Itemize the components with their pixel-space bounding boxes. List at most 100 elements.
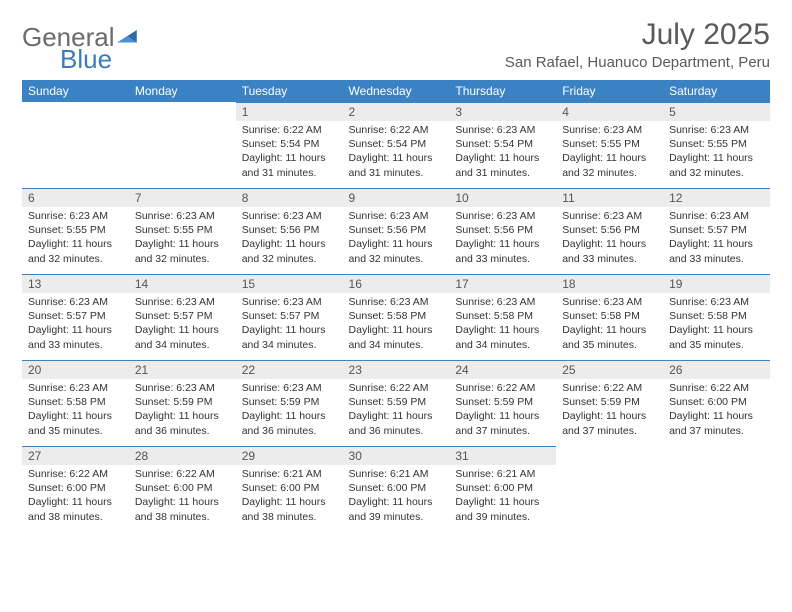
calendar-day-cell: 27Sunrise: 6:22 AMSunset: 6:00 PMDayligh…: [22, 446, 129, 532]
calendar-day-cell: 29Sunrise: 6:21 AMSunset: 6:00 PMDayligh…: [236, 446, 343, 532]
weekday-header: Sunday: [22, 80, 129, 102]
calendar-day-cell: 7Sunrise: 6:23 AMSunset: 5:55 PMDaylight…: [129, 188, 236, 274]
day-content: Sunrise: 6:23 AMSunset: 5:58 PMDaylight:…: [22, 379, 129, 442]
month-title: July 2025: [505, 18, 770, 52]
day-content: Sunrise: 6:22 AMSunset: 5:54 PMDaylight:…: [236, 121, 343, 184]
calendar-week-row: 6Sunrise: 6:23 AMSunset: 5:55 PMDaylight…: [22, 188, 770, 274]
day-content: Sunrise: 6:22 AMSunset: 6:00 PMDaylight:…: [22, 465, 129, 528]
day-content: Sunrise: 6:23 AMSunset: 5:58 PMDaylight:…: [556, 293, 663, 356]
calendar-day-cell: 28Sunrise: 6:22 AMSunset: 6:00 PMDayligh…: [129, 446, 236, 532]
calendar-day-cell: 22Sunrise: 6:23 AMSunset: 5:59 PMDayligh…: [236, 360, 343, 446]
day-content: Sunrise: 6:23 AMSunset: 5:58 PMDaylight:…: [343, 293, 450, 356]
day-content: Sunrise: 6:22 AMSunset: 6:00 PMDaylight:…: [129, 465, 236, 528]
day-content: Sunrise: 6:23 AMSunset: 5:58 PMDaylight:…: [663, 293, 770, 356]
day-content: Sunrise: 6:23 AMSunset: 5:56 PMDaylight:…: [343, 207, 450, 270]
calendar-body: 1Sunrise: 6:22 AMSunset: 5:54 PMDaylight…: [22, 102, 770, 532]
day-number: 26: [663, 360, 770, 379]
day-number: 16: [343, 274, 450, 293]
day-content: Sunrise: 6:23 AMSunset: 5:59 PMDaylight:…: [236, 379, 343, 442]
weekday-header: Wednesday: [343, 80, 450, 102]
calendar-day-cell: 3Sunrise: 6:23 AMSunset: 5:54 PMDaylight…: [449, 102, 556, 188]
calendar-day-cell: [22, 102, 129, 188]
day-content: Sunrise: 6:23 AMSunset: 5:55 PMDaylight:…: [663, 121, 770, 184]
calendar-page: GeneralBlue July 2025 San Rafael, Huanuc…: [0, 0, 792, 612]
header: GeneralBlue July 2025 San Rafael, Huanuc…: [22, 18, 770, 72]
day-content: Sunrise: 6:23 AMSunset: 5:56 PMDaylight:…: [236, 207, 343, 270]
day-content: Sunrise: 6:22 AMSunset: 5:59 PMDaylight:…: [556, 379, 663, 442]
calendar-day-cell: 21Sunrise: 6:23 AMSunset: 5:59 PMDayligh…: [129, 360, 236, 446]
day-content: Sunrise: 6:21 AMSunset: 6:00 PMDaylight:…: [449, 465, 556, 528]
day-number: 7: [129, 188, 236, 207]
day-number: 13: [22, 274, 129, 293]
calendar-week-row: 13Sunrise: 6:23 AMSunset: 5:57 PMDayligh…: [22, 274, 770, 360]
calendar-day-cell: 5Sunrise: 6:23 AMSunset: 5:55 PMDaylight…: [663, 102, 770, 188]
day-content: Sunrise: 6:23 AMSunset: 5:55 PMDaylight:…: [22, 207, 129, 270]
day-content: Sunrise: 6:23 AMSunset: 5:55 PMDaylight:…: [129, 207, 236, 270]
calendar-day-cell: 30Sunrise: 6:21 AMSunset: 6:00 PMDayligh…: [343, 446, 450, 532]
logo: GeneralBlue: [22, 18, 138, 72]
day-number: 28: [129, 446, 236, 465]
day-content: Sunrise: 6:23 AMSunset: 5:56 PMDaylight:…: [556, 207, 663, 270]
calendar-day-cell: 24Sunrise: 6:22 AMSunset: 5:59 PMDayligh…: [449, 360, 556, 446]
calendar-day-cell: 14Sunrise: 6:23 AMSunset: 5:57 PMDayligh…: [129, 274, 236, 360]
calendar-day-cell: 11Sunrise: 6:23 AMSunset: 5:56 PMDayligh…: [556, 188, 663, 274]
calendar-day-cell: 19Sunrise: 6:23 AMSunset: 5:58 PMDayligh…: [663, 274, 770, 360]
day-content: Sunrise: 6:21 AMSunset: 6:00 PMDaylight:…: [343, 465, 450, 528]
day-number: 17: [449, 274, 556, 293]
weekday-header: Saturday: [663, 80, 770, 102]
day-content: Sunrise: 6:23 AMSunset: 5:55 PMDaylight:…: [556, 121, 663, 184]
day-content: Sunrise: 6:23 AMSunset: 5:58 PMDaylight:…: [449, 293, 556, 356]
day-content: Sunrise: 6:23 AMSunset: 5:54 PMDaylight:…: [449, 121, 556, 184]
day-number: 24: [449, 360, 556, 379]
calendar-week-row: 20Sunrise: 6:23 AMSunset: 5:58 PMDayligh…: [22, 360, 770, 446]
calendar-day-cell: 23Sunrise: 6:22 AMSunset: 5:59 PMDayligh…: [343, 360, 450, 446]
day-number: 30: [343, 446, 450, 465]
calendar-day-cell: 1Sunrise: 6:22 AMSunset: 5:54 PMDaylight…: [236, 102, 343, 188]
calendar-day-cell: 10Sunrise: 6:23 AMSunset: 5:56 PMDayligh…: [449, 188, 556, 274]
calendar-day-cell: 12Sunrise: 6:23 AMSunset: 5:57 PMDayligh…: [663, 188, 770, 274]
day-content: Sunrise: 6:22 AMSunset: 5:59 PMDaylight:…: [343, 379, 450, 442]
day-number: 14: [129, 274, 236, 293]
day-number: 11: [556, 188, 663, 207]
day-number: 1: [236, 102, 343, 121]
day-number: 18: [556, 274, 663, 293]
calendar-day-cell: 20Sunrise: 6:23 AMSunset: 5:58 PMDayligh…: [22, 360, 129, 446]
calendar-day-cell: 8Sunrise: 6:23 AMSunset: 5:56 PMDaylight…: [236, 188, 343, 274]
day-number: 20: [22, 360, 129, 379]
day-content: Sunrise: 6:23 AMSunset: 5:56 PMDaylight:…: [449, 207, 556, 270]
day-number: 2: [343, 102, 450, 121]
day-content: Sunrise: 6:23 AMSunset: 5:57 PMDaylight:…: [129, 293, 236, 356]
weekday-header: Thursday: [449, 80, 556, 102]
day-content: Sunrise: 6:23 AMSunset: 5:57 PMDaylight:…: [22, 293, 129, 356]
weekday-header: Friday: [556, 80, 663, 102]
calendar-day-cell: [556, 446, 663, 532]
day-number: 9: [343, 188, 450, 207]
day-content: Sunrise: 6:23 AMSunset: 5:57 PMDaylight:…: [236, 293, 343, 356]
day-number: 15: [236, 274, 343, 293]
day-content: Sunrise: 6:21 AMSunset: 6:00 PMDaylight:…: [236, 465, 343, 528]
day-number: 29: [236, 446, 343, 465]
day-number: 5: [663, 102, 770, 121]
weekday-header: Tuesday: [236, 80, 343, 102]
calendar-day-cell: [129, 102, 236, 188]
calendar-table: SundayMondayTuesdayWednesdayThursdayFrid…: [22, 80, 770, 532]
day-number: 21: [129, 360, 236, 379]
calendar-day-cell: 26Sunrise: 6:22 AMSunset: 6:00 PMDayligh…: [663, 360, 770, 446]
day-content: Sunrise: 6:23 AMSunset: 5:59 PMDaylight:…: [129, 379, 236, 442]
day-content: Sunrise: 6:22 AMSunset: 6:00 PMDaylight:…: [663, 379, 770, 442]
day-content: Sunrise: 6:22 AMSunset: 5:54 PMDaylight:…: [343, 121, 450, 184]
calendar-day-cell: [663, 446, 770, 532]
day-number: 25: [556, 360, 663, 379]
calendar-day-cell: 16Sunrise: 6:23 AMSunset: 5:58 PMDayligh…: [343, 274, 450, 360]
day-content: Sunrise: 6:23 AMSunset: 5:57 PMDaylight:…: [663, 207, 770, 270]
calendar-day-cell: 2Sunrise: 6:22 AMSunset: 5:54 PMDaylight…: [343, 102, 450, 188]
day-content: Sunrise: 6:22 AMSunset: 5:59 PMDaylight:…: [449, 379, 556, 442]
calendar-day-cell: 13Sunrise: 6:23 AMSunset: 5:57 PMDayligh…: [22, 274, 129, 360]
day-number: 31: [449, 446, 556, 465]
calendar-day-cell: 6Sunrise: 6:23 AMSunset: 5:55 PMDaylight…: [22, 188, 129, 274]
weekday-header: Monday: [129, 80, 236, 102]
day-number: 10: [449, 188, 556, 207]
calendar-day-cell: 17Sunrise: 6:23 AMSunset: 5:58 PMDayligh…: [449, 274, 556, 360]
calendar-day-cell: 18Sunrise: 6:23 AMSunset: 5:58 PMDayligh…: [556, 274, 663, 360]
calendar-day-cell: 25Sunrise: 6:22 AMSunset: 5:59 PMDayligh…: [556, 360, 663, 446]
